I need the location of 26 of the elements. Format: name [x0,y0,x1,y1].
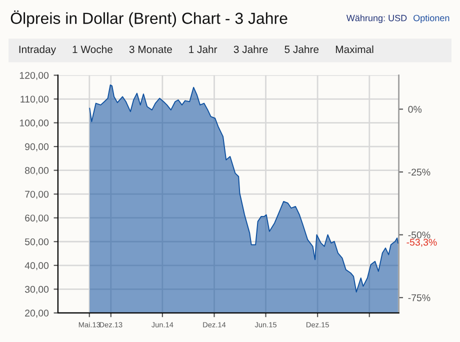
chart-title: Ölpreis in Dollar (Brent) Chart - 3 Jahre [10,10,288,28]
y-tick-label: 110,00 [20,96,49,104]
y-tick-label: 100,00 [20,120,49,128]
text: Optionen [414,14,450,24]
y2-tick-label: 0% [408,106,422,113]
text: 5 Jahre [284,45,319,54]
text: 3 Monate [129,46,172,54]
y-tick-label: 70,00 [25,190,49,199]
text: Intraday [19,45,56,56]
y2-tick-label: -25% [408,168,430,176]
text: Währung: USD [346,14,407,24]
y-tick-label: 90,00 [25,143,49,152]
y-tick-label: 80,00 [25,167,49,176]
y-tick-label: 40,00 [24,262,49,270]
annotation: -53,3% [406,238,437,247]
text: Maximal [336,45,374,54]
text: 1 Woche [72,45,112,54]
y-tick-label: 30,00 [24,286,49,294]
text: 3 Jahre [234,45,268,54]
y2-tick-label: -75% [408,294,430,302]
y-tick-label: 60,00 [25,214,49,223]
text: 1 Jahr [189,45,218,54]
y-tick-label: 20,00 [25,310,49,318]
y2-tick-label: -50% [408,232,430,238]
y-tick-label: 120,00 [20,72,49,80]
y-tick-label: 50,00 [24,238,49,246]
